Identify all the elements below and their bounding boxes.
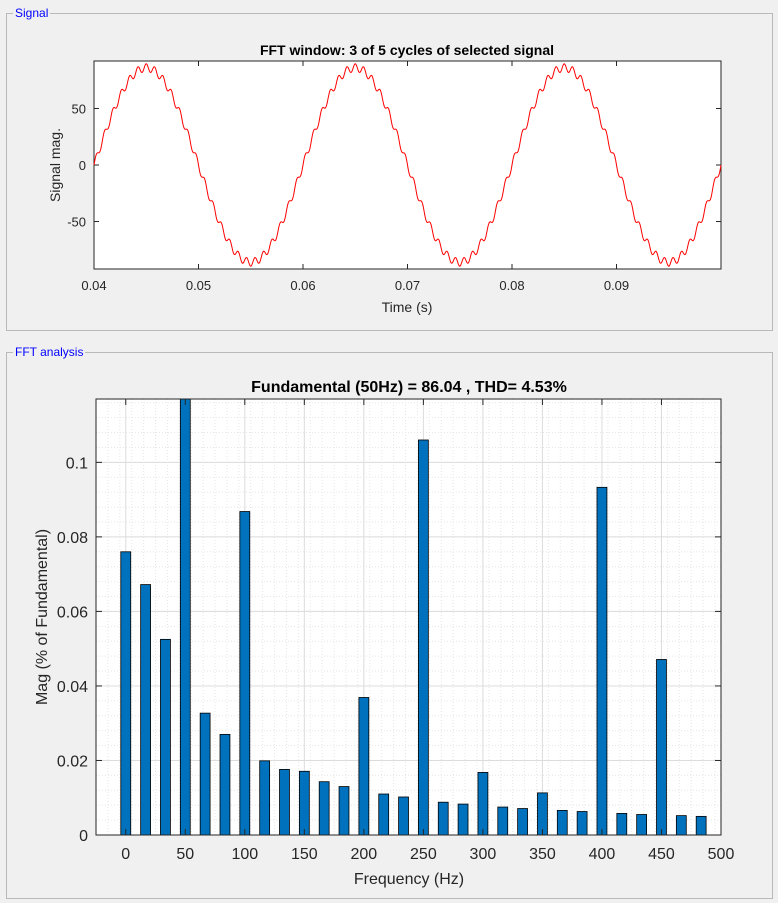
signal-panel: Signal <box>6 6 773 331</box>
fft-bar <box>279 769 290 836</box>
fft-bar <box>695 815 707 836</box>
fft-x-tick-label: 500 <box>708 846 735 863</box>
fft-bar <box>477 771 489 836</box>
fft-bar <box>199 712 211 836</box>
fft-x-tick-label: 450 <box>648 846 675 863</box>
fft-plot-border <box>95 398 722 836</box>
fft-y-tick-label: 0.04 <box>57 679 88 696</box>
signal-y-tick-label: 0 <box>79 158 86 173</box>
fft-x-tick-label: 400 <box>589 846 616 863</box>
fft-y-tick-label: 0.06 <box>57 604 88 621</box>
fft-bar <box>616 812 628 836</box>
fft-bar <box>259 760 271 836</box>
fft-x-tick-label: 200 <box>351 846 378 863</box>
fft-x-tick-label: 150 <box>291 846 318 863</box>
fft-x-tick-label: 0 <box>121 846 130 863</box>
fft-y-label: Mag (% of Fundamental) <box>34 529 51 705</box>
signal-x-tick-label: 0.08 <box>499 278 524 293</box>
fft-bar <box>675 815 687 836</box>
fft-bar <box>576 811 588 836</box>
signal-y-label: Signal mag. <box>47 128 63 202</box>
fft-bar <box>378 793 390 836</box>
fft-bar <box>497 806 509 836</box>
fft-bar <box>358 697 370 836</box>
signal-y-tick-label: 50 <box>72 101 86 116</box>
fft-chart-title: Fundamental (50Hz) = 86.04 , THD= 4.53% <box>251 379 567 396</box>
signal-x-label: Time (s) <box>382 299 433 315</box>
fft-x-tick-label: 350 <box>529 846 556 863</box>
signal-x-tick-label: 0.05 <box>186 278 211 293</box>
signal-chart-title: FFT window: 3 of 5 cycles of selected si… <box>260 42 554 58</box>
fft-bar <box>636 814 647 836</box>
fft-x-tick-label: 300 <box>470 846 497 863</box>
fft-x-tick-label: 50 <box>176 846 194 863</box>
signal-chart: FFT window: 3 of 5 cycles of selected si… <box>47 42 722 315</box>
fft-bar <box>160 638 171 836</box>
fft-y-tick-label: 0.08 <box>57 530 88 547</box>
fft-bar <box>179 398 191 836</box>
signal-x-tick-label: 0.04 <box>81 278 106 293</box>
fft-bar <box>298 770 310 836</box>
fft-bar <box>318 781 330 836</box>
fft-bar <box>596 486 608 836</box>
fft-bar <box>537 792 548 836</box>
fft-analysis-panel: FFT analysis <box>6 345 773 899</box>
signal-waveform <box>93 63 722 267</box>
fft-bar <box>140 584 151 836</box>
fft-bar <box>656 659 667 836</box>
fft-bar <box>398 796 409 836</box>
signal-x-tick-label: 0.06 <box>290 278 315 293</box>
fft-bar <box>219 733 231 836</box>
fft-panel-title: FFT analysis <box>13 345 86 359</box>
fft-y-tick-label: 0.1 <box>66 455 88 472</box>
fft-y-tick-label: 0 <box>79 828 88 845</box>
fft-bar <box>239 511 251 836</box>
fft-x-tick-label: 100 <box>231 846 258 863</box>
signal-x-tick-label: 0.07 <box>395 278 420 293</box>
fft-bar <box>120 551 132 836</box>
fft-y-tick-label: 0.02 <box>57 753 88 770</box>
fft-x-tick-label: 250 <box>410 846 437 863</box>
fft-bar <box>338 786 350 836</box>
fft-x-label: Frequency (Hz) <box>354 871 464 888</box>
signal-y-tick-label: -50 <box>67 215 86 230</box>
fft-bar <box>556 810 568 836</box>
fft-bar <box>418 439 429 836</box>
fft-bar <box>517 808 528 836</box>
fft-bar <box>437 801 449 836</box>
signal-panel-title: Signal <box>13 6 51 20</box>
signal-x-tick-label: 0.09 <box>604 278 629 293</box>
fft-bar <box>457 803 469 836</box>
